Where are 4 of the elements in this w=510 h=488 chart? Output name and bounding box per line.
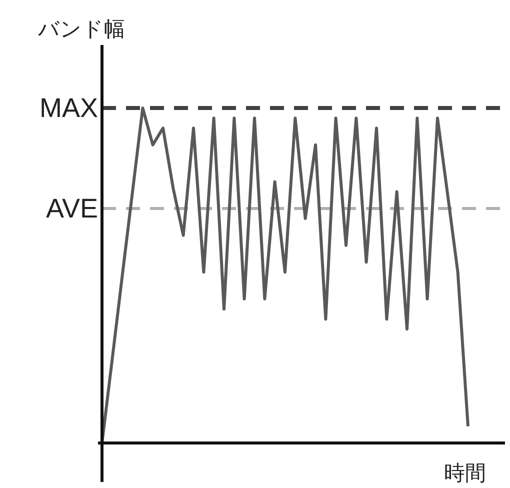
y-axis-title: バンド幅 [37,18,125,41]
ref-line-label: MAX [39,93,98,123]
x-axis-title: 時間 [444,462,486,485]
ref-line-label: AVE [46,194,98,224]
